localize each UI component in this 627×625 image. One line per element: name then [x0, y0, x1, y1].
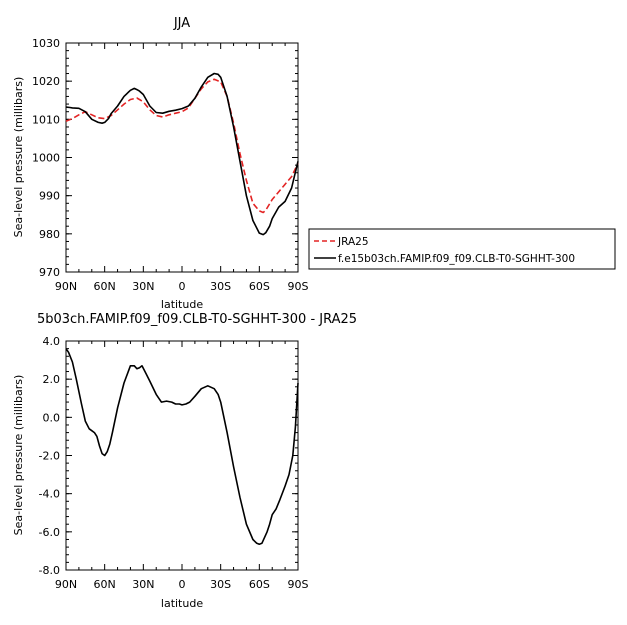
bottom-x-tick-label: 0: [179, 578, 186, 591]
bottom-plot-frame: [65, 340, 299, 571]
bottom-y-axis-label: Sea-level pressure (millibars): [12, 375, 25, 536]
top-x-tick-label: 30N: [132, 280, 154, 293]
bottom-y-tick-label: 2.0: [43, 373, 61, 386]
bottom-x-tick-label: 90N: [55, 578, 77, 591]
bottom-x-tick-label: 90S: [288, 578, 309, 591]
top-axis-ticks: 90N 60N 30N 0 30S 60S 90S 970 980 990 1000 1010 1020…: [32, 37, 309, 293]
bottom-axis-ticks: 90N 60N 30N 0 30S 60S 90S -8.0 -6.0 -4.0 -2.0 0.0 2.…: [39, 335, 309, 591]
top-y-tick-label: 990: [39, 190, 60, 203]
top-series-line-0: [65, 78, 299, 214]
top-plot-frame: [65, 42, 299, 273]
bottom-x-axis-label: latitude: [161, 597, 203, 610]
top-x-tick-label: 60N: [94, 280, 116, 293]
bottom-series-line-0: [65, 348, 299, 546]
top-y-tick-label: 1000: [32, 152, 60, 165]
bottom-plot-lines: [65, 348, 299, 546]
legend-label-jra25: JRA25: [337, 236, 369, 248]
bottom-y-tick-label: -6.0: [39, 526, 60, 539]
top-x-tick-label: 60S: [249, 280, 270, 293]
bottom-y-tick-label: 4.0: [43, 335, 61, 348]
top-x-tick-label: 90N: [55, 280, 77, 293]
bottom-x-tick-label: 30N: [132, 578, 154, 591]
bottom-y-tick-label: -4.0: [39, 488, 60, 501]
bottom-chart-title: 5b03ch.FAMIP.f09_f09.CLB-T0-SGHHT-300 - …: [37, 312, 357, 327]
top-x-tick-label: 30S: [210, 280, 231, 293]
bottom-y-tick-label: -2.0: [39, 450, 60, 463]
legend-box: [308, 228, 616, 270]
legend: JRA25 f.e15b03ch.FAMIP.f09_f09.CLB-T0-SG…: [308, 228, 616, 270]
top-y-tick-label: 1030: [32, 37, 60, 50]
legend-label-model: f.e15b03ch.FAMIP.f09_f09.CLB-T0-SGHHT-30…: [338, 253, 575, 265]
bottom-y-tick-label: 0.0: [43, 411, 61, 424]
bottom-x-tick-label: 30S: [210, 578, 231, 591]
bottom-x-tick-label: 60N: [94, 578, 116, 591]
top-chart-title: JJA: [173, 16, 190, 31]
top-y-tick-label: 1020: [32, 75, 60, 88]
top-y-tick-label: 1010: [32, 113, 60, 126]
top-x-tick-label: 0: [179, 280, 186, 293]
bottom-x-tick-label: 60S: [249, 578, 270, 591]
top-plot-lines: [65, 72, 299, 236]
top-y-axis-label: Sea-level pressure (millibars): [12, 77, 25, 238]
top-y-tick-label: 970: [39, 266, 60, 279]
top-y-tick-label: 980: [39, 228, 60, 241]
top-series-line-1: [65, 72, 299, 236]
top-x-axis-label: latitude: [161, 298, 203, 311]
top-panel-jja: JJA 90N 60N 30N 0 30S 60S 90S 970 980 990 1000 1010…: [12, 16, 309, 311]
bottom-y-tick-label: -8.0: [39, 564, 60, 577]
bottom-panel-difference: 5b03ch.FAMIP.f09_f09.CLB-T0-SGHHT-300 - …: [12, 312, 357, 610]
top-x-tick-label: 90S: [288, 280, 309, 293]
